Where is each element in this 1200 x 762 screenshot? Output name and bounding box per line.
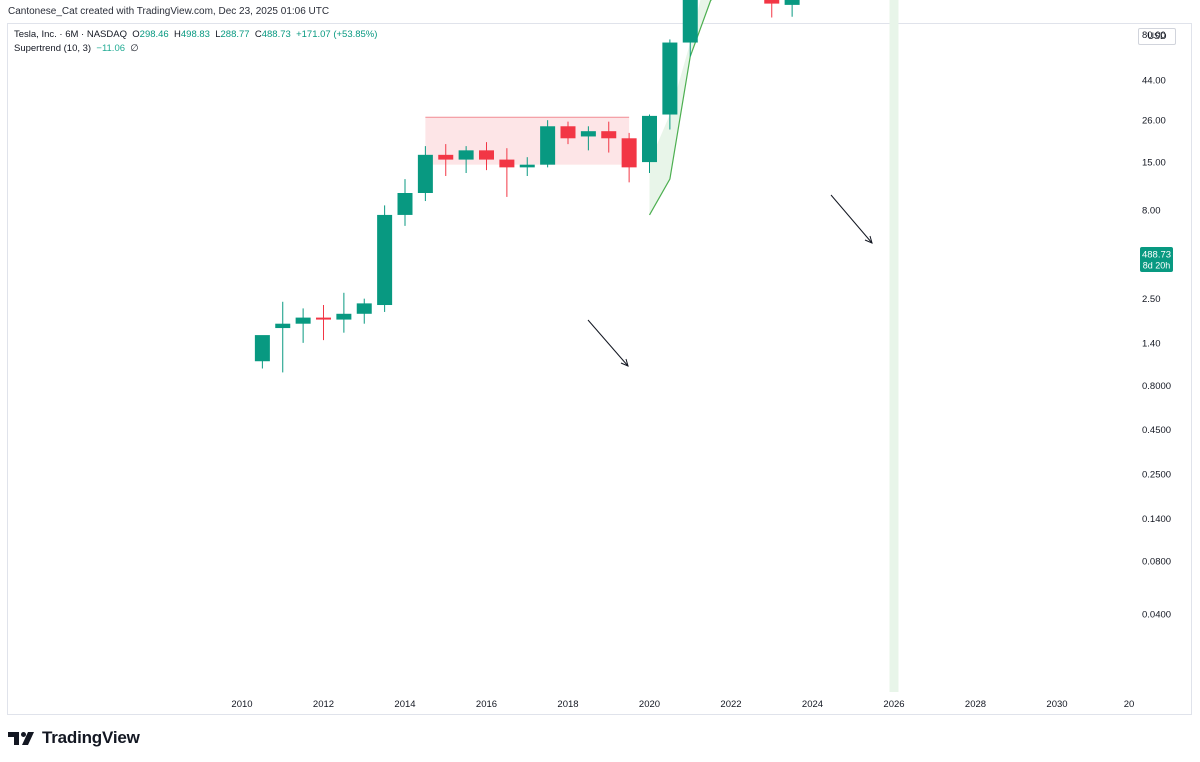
currency-button[interactable]: USD	[1138, 28, 1176, 45]
indicator-extra: ∅	[130, 43, 139, 54]
tradingview-logo-icon	[8, 732, 34, 745]
tradingview-footer[interactable]: TradingView	[8, 728, 140, 748]
candle-body	[784, 0, 800, 5]
candle-26	[784, 0, 800, 17]
high-value: 498.83	[180, 29, 210, 40]
candle-25	[764, 0, 780, 18]
indicator-value: −11.06	[96, 43, 126, 54]
low-value: 288.77	[220, 29, 250, 40]
indicator-name[interactable]: Supertrend (10, 3)	[14, 43, 92, 54]
symbol-label[interactable]: Tesla, Inc. · 6M · NASDAQ	[14, 29, 127, 40]
low-label: L	[215, 29, 221, 40]
chart-legend: Tesla, Inc. · 6M · NASDAQ O298.46 H498.8…	[14, 28, 377, 56]
close-label: C	[254, 29, 262, 40]
chart-attribution: Cantonese_Cat created with TradingView.c…	[8, 6, 330, 17]
change-value: +171.07 (+53.85%)	[296, 29, 378, 40]
open-value: 298.46	[139, 29, 169, 40]
close-value: 488.73	[261, 29, 291, 40]
ohlc-row: Tesla, Inc. · 6M · NASDAQ O298.46 H498.8…	[14, 28, 377, 42]
tradingview-brand: TradingView	[42, 728, 140, 747]
indicator-row: Supertrend (10, 3) −11.06 ∅	[14, 42, 377, 56]
candle-body	[764, 0, 780, 4]
high-label: H	[174, 29, 181, 40]
chart-frame	[7, 23, 1192, 715]
open-label: O	[132, 29, 140, 40]
